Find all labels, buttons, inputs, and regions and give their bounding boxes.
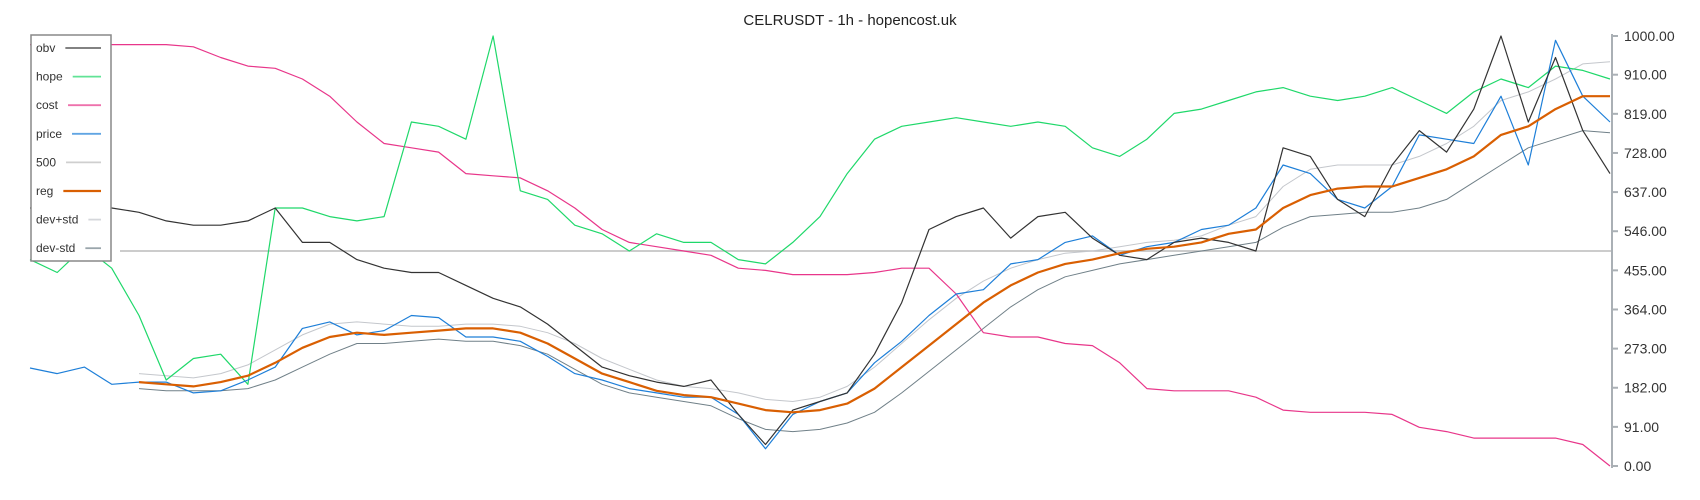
y-tick-label: 455.00 <box>1624 262 1667 278</box>
y-tick-label: 91.00 <box>1624 419 1659 435</box>
legend-item-obv: obv <box>36 41 101 55</box>
series-lines <box>29 35 1612 467</box>
y-tick-label: 910.00 <box>1624 67 1667 83</box>
legend: obv hope cost price 500 reg dev+std dev-std <box>30 34 112 262</box>
chart-title: CELRUSDT - 1h - hopencost.uk <box>743 12 957 29</box>
series-line-hope <box>29 35 1611 385</box>
legend-item-cost: cost <box>36 98 101 112</box>
series-line-dev+std <box>138 61 1611 402</box>
legend-label: dev-std <box>36 241 75 255</box>
series-line-price <box>29 39 1611 450</box>
y-tick-label: 182.00 <box>1624 380 1667 396</box>
legend-box <box>30 34 112 262</box>
series-line-dev-std <box>138 130 1611 433</box>
series-line-reg <box>138 95 1610 414</box>
legend-item-dev+std: dev+std <box>36 213 101 227</box>
y-tick-label: 637.00 <box>1624 184 1667 200</box>
legend-label: hope <box>36 70 63 84</box>
legend-item-hope: hope <box>36 70 101 84</box>
y-tick-label: 819.00 <box>1624 106 1667 122</box>
legend-item-reg: reg <box>36 184 101 198</box>
legend-label: cost <box>36 98 59 112</box>
y-tick-label: 1000.00 <box>1624 28 1675 44</box>
legend-label: price <box>36 127 62 141</box>
y-tick-label: 0.00 <box>1624 458 1651 474</box>
legend-item-500: 500 <box>36 155 101 169</box>
y-tick-label: 273.00 <box>1624 341 1667 357</box>
legend-label: obv <box>36 41 55 55</box>
legend-item-price: price <box>36 127 101 141</box>
series-line-cost <box>30 44 1611 467</box>
y-tick-label: 728.00 <box>1624 145 1667 161</box>
legend-label: dev+std <box>36 213 78 227</box>
legend-label: 500 <box>36 155 56 169</box>
series-line-obv <box>30 35 1611 446</box>
legend-item-dev-std: dev-std <box>36 241 101 255</box>
y-tick-label: 546.00 <box>1624 223 1667 239</box>
y-tick-label: 364.00 <box>1624 301 1667 317</box>
legend-label: reg <box>36 184 53 198</box>
y-axis-ticks: 1000.00 910.00 819.00 728.00 637.00 546.00 455… <box>1612 28 1675 474</box>
